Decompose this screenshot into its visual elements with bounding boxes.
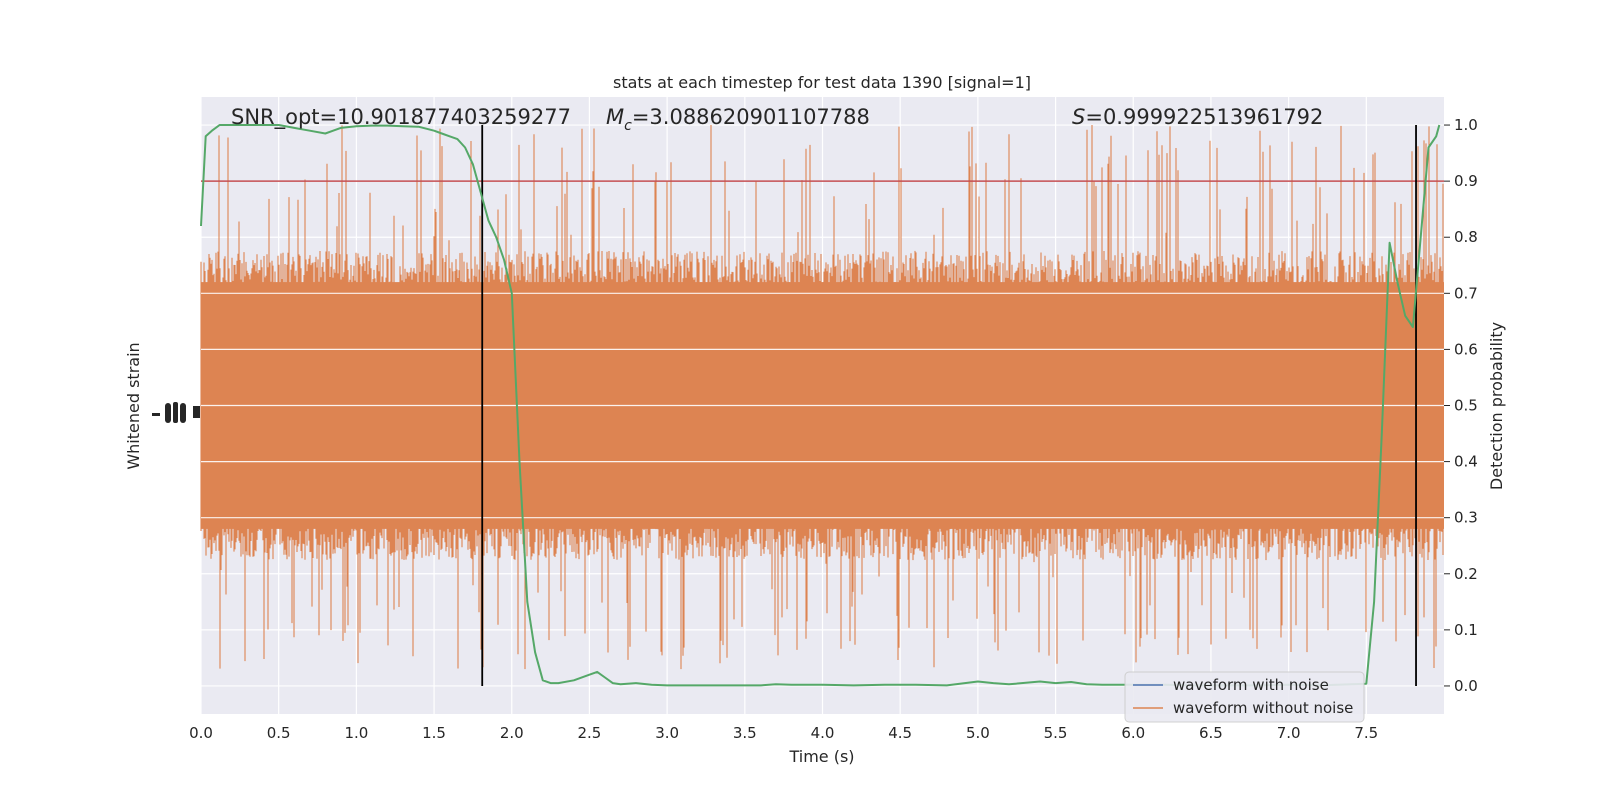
y-axis-label-left: Whitened strain (124, 342, 143, 469)
strain-waveform (200, 125, 1444, 670)
x-tick-label: 6.0 (1121, 724, 1145, 742)
x-tick-label: 2.0 (500, 724, 524, 742)
chirp-mass-annotation: Mc=3.088620901107788 (606, 105, 870, 134)
y-tick-label: 0.2 (1454, 565, 1478, 583)
x-tick-label: 6.5 (1199, 724, 1223, 742)
y-axis-label-right: Detection probability (1487, 322, 1506, 490)
y-tick-label: 0.3 (1454, 509, 1478, 527)
y-tick-label: 0.1 (1454, 621, 1478, 639)
snr-annotation: SNR_opt=10.901877403259277 (231, 105, 571, 130)
x-tick-label: 0.0 (189, 724, 213, 742)
legend-box (1124, 671, 1365, 723)
x-tick-label: 7.0 (1277, 724, 1301, 742)
legend: waveform with noise waveform without noi… (1124, 671, 1365, 723)
x-tick-label: 4.5 (888, 724, 912, 742)
x-tick-label: 4.0 (811, 724, 835, 742)
left-axis-tick-marks (152, 402, 200, 423)
x-axis-label: Time (s) (788, 747, 854, 766)
y-tick-label: 0.6 (1454, 340, 1478, 358)
x-tick-label: 0.5 (267, 724, 291, 742)
x-tick-label: 5.0 (966, 724, 990, 742)
y-tick-label: 0.9 (1454, 172, 1478, 190)
x-tick-label: 3.5 (733, 724, 757, 742)
x-tick-label: 3.0 (655, 724, 679, 742)
y-tick-label: 0.0 (1454, 677, 1478, 695)
x-axis-ticks: 0.0 0.5 1.0 1.5 2.0 2.5 3.0 3.5 4.0 4.5 5.0 5.5 6.0 6… (189, 724, 1378, 742)
chart-title: stats at each timestep for test data 139… (613, 73, 1031, 92)
s-annotation: S=0.999922513961792 (1072, 105, 1323, 129)
y-right-axis-ticks: 0.0 0.1 0.2 0.3 0.4 0.5 0.6 0.7 0.8 0.9 1.0 (1444, 116, 1478, 695)
y-tick-label: 1.0 (1454, 116, 1478, 134)
x-tick-label: 2.5 (578, 724, 602, 742)
y-tick-label: 0.4 (1454, 453, 1478, 471)
y-tick-label: 0.7 (1454, 284, 1478, 302)
reference-lines (201, 125, 1444, 686)
x-tick-label: 1.0 (344, 724, 368, 742)
x-tick-label: 5.5 (1044, 724, 1068, 742)
y-tick-label: 0.5 (1454, 397, 1478, 415)
x-tick-label: 7.5 (1354, 724, 1378, 742)
legend-label-with-noise: waveform with noise (1173, 676, 1329, 694)
y-tick-label: 0.8 (1454, 228, 1478, 246)
x-tick-label: 1.5 (422, 724, 446, 742)
legend-label-without-noise: waveform without noise (1173, 699, 1353, 717)
